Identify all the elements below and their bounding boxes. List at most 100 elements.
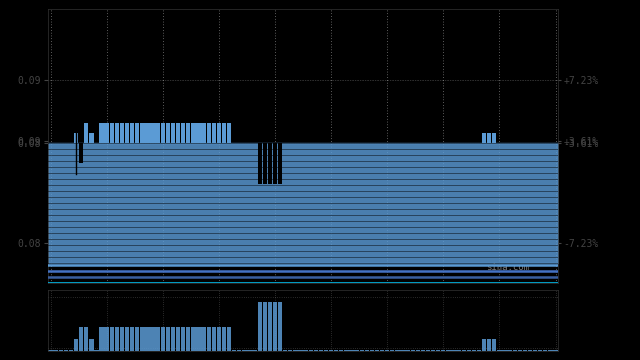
Bar <box>390 350 394 351</box>
Bar <box>502 350 507 351</box>
Bar <box>59 350 63 351</box>
Bar <box>548 350 552 351</box>
Bar <box>426 350 430 351</box>
Bar <box>401 350 404 351</box>
Bar <box>150 123 155 143</box>
Bar <box>523 350 527 351</box>
Bar <box>54 350 58 351</box>
Bar <box>115 123 119 143</box>
Bar <box>339 350 344 351</box>
Bar <box>79 327 83 351</box>
Bar <box>441 350 445 351</box>
Bar <box>191 123 196 143</box>
Bar <box>477 350 481 351</box>
Bar <box>207 123 211 143</box>
Bar <box>161 327 165 351</box>
Bar <box>257 143 262 184</box>
Bar <box>308 350 313 351</box>
Bar <box>156 123 160 143</box>
Bar <box>543 350 547 351</box>
Bar <box>135 327 140 351</box>
Bar <box>227 123 231 143</box>
Bar <box>385 350 389 351</box>
Bar <box>278 143 282 184</box>
Bar <box>349 350 354 351</box>
Bar <box>365 350 369 351</box>
Bar <box>104 327 109 351</box>
Bar <box>278 143 282 184</box>
Bar <box>487 133 492 143</box>
Bar <box>344 350 349 351</box>
Bar <box>166 123 170 143</box>
Bar <box>298 350 303 351</box>
Bar <box>472 350 476 351</box>
Bar <box>212 123 216 143</box>
Bar <box>456 350 461 351</box>
Bar <box>334 350 339 351</box>
Bar <box>161 123 165 143</box>
Bar <box>202 327 205 351</box>
Bar <box>262 143 267 184</box>
Bar <box>99 123 104 143</box>
Bar <box>49 350 52 351</box>
Bar <box>518 350 522 351</box>
Bar <box>171 123 175 143</box>
Bar <box>196 327 201 351</box>
Bar <box>156 327 160 351</box>
Bar <box>120 327 124 351</box>
Bar <box>109 123 114 143</box>
Bar <box>268 143 272 184</box>
Bar <box>207 327 211 351</box>
Bar <box>166 327 170 351</box>
Bar <box>104 123 109 143</box>
Bar <box>420 350 425 351</box>
Bar <box>431 350 435 351</box>
Bar <box>176 327 180 351</box>
Bar <box>125 123 129 143</box>
Bar <box>140 123 145 143</box>
Bar <box>89 339 93 351</box>
Bar <box>273 143 277 184</box>
Bar <box>79 143 83 163</box>
Bar <box>508 350 512 351</box>
Bar <box>262 143 267 184</box>
Bar <box>140 327 145 351</box>
Bar <box>396 350 399 351</box>
Bar <box>181 327 186 351</box>
Bar <box>497 350 502 351</box>
Bar <box>186 123 191 143</box>
Bar <box>375 350 379 351</box>
Bar <box>145 327 150 351</box>
Bar <box>227 327 231 351</box>
Bar <box>84 327 88 351</box>
Bar <box>74 339 78 351</box>
Bar <box>171 327 175 351</box>
Bar <box>528 350 532 351</box>
Bar <box>89 133 93 143</box>
Bar <box>487 339 492 351</box>
Bar <box>288 350 292 351</box>
Bar <box>533 350 538 351</box>
Bar <box>360 350 364 351</box>
Bar <box>135 123 140 143</box>
Bar <box>176 123 180 143</box>
Bar <box>94 350 99 351</box>
Bar <box>64 350 68 351</box>
Bar <box>196 123 201 143</box>
Bar <box>303 350 308 351</box>
Text: sina.com: sina.com <box>486 262 529 271</box>
Bar <box>355 350 359 351</box>
Bar <box>109 327 114 351</box>
Bar <box>329 350 333 351</box>
Bar <box>186 327 191 351</box>
Bar <box>99 327 104 351</box>
Bar <box>247 350 252 351</box>
Bar <box>273 302 277 351</box>
Bar <box>181 123 186 143</box>
Bar <box>222 123 226 143</box>
Bar <box>446 350 451 351</box>
Bar <box>257 302 262 351</box>
Bar <box>150 327 155 351</box>
Bar <box>370 350 374 351</box>
Bar <box>115 327 119 351</box>
